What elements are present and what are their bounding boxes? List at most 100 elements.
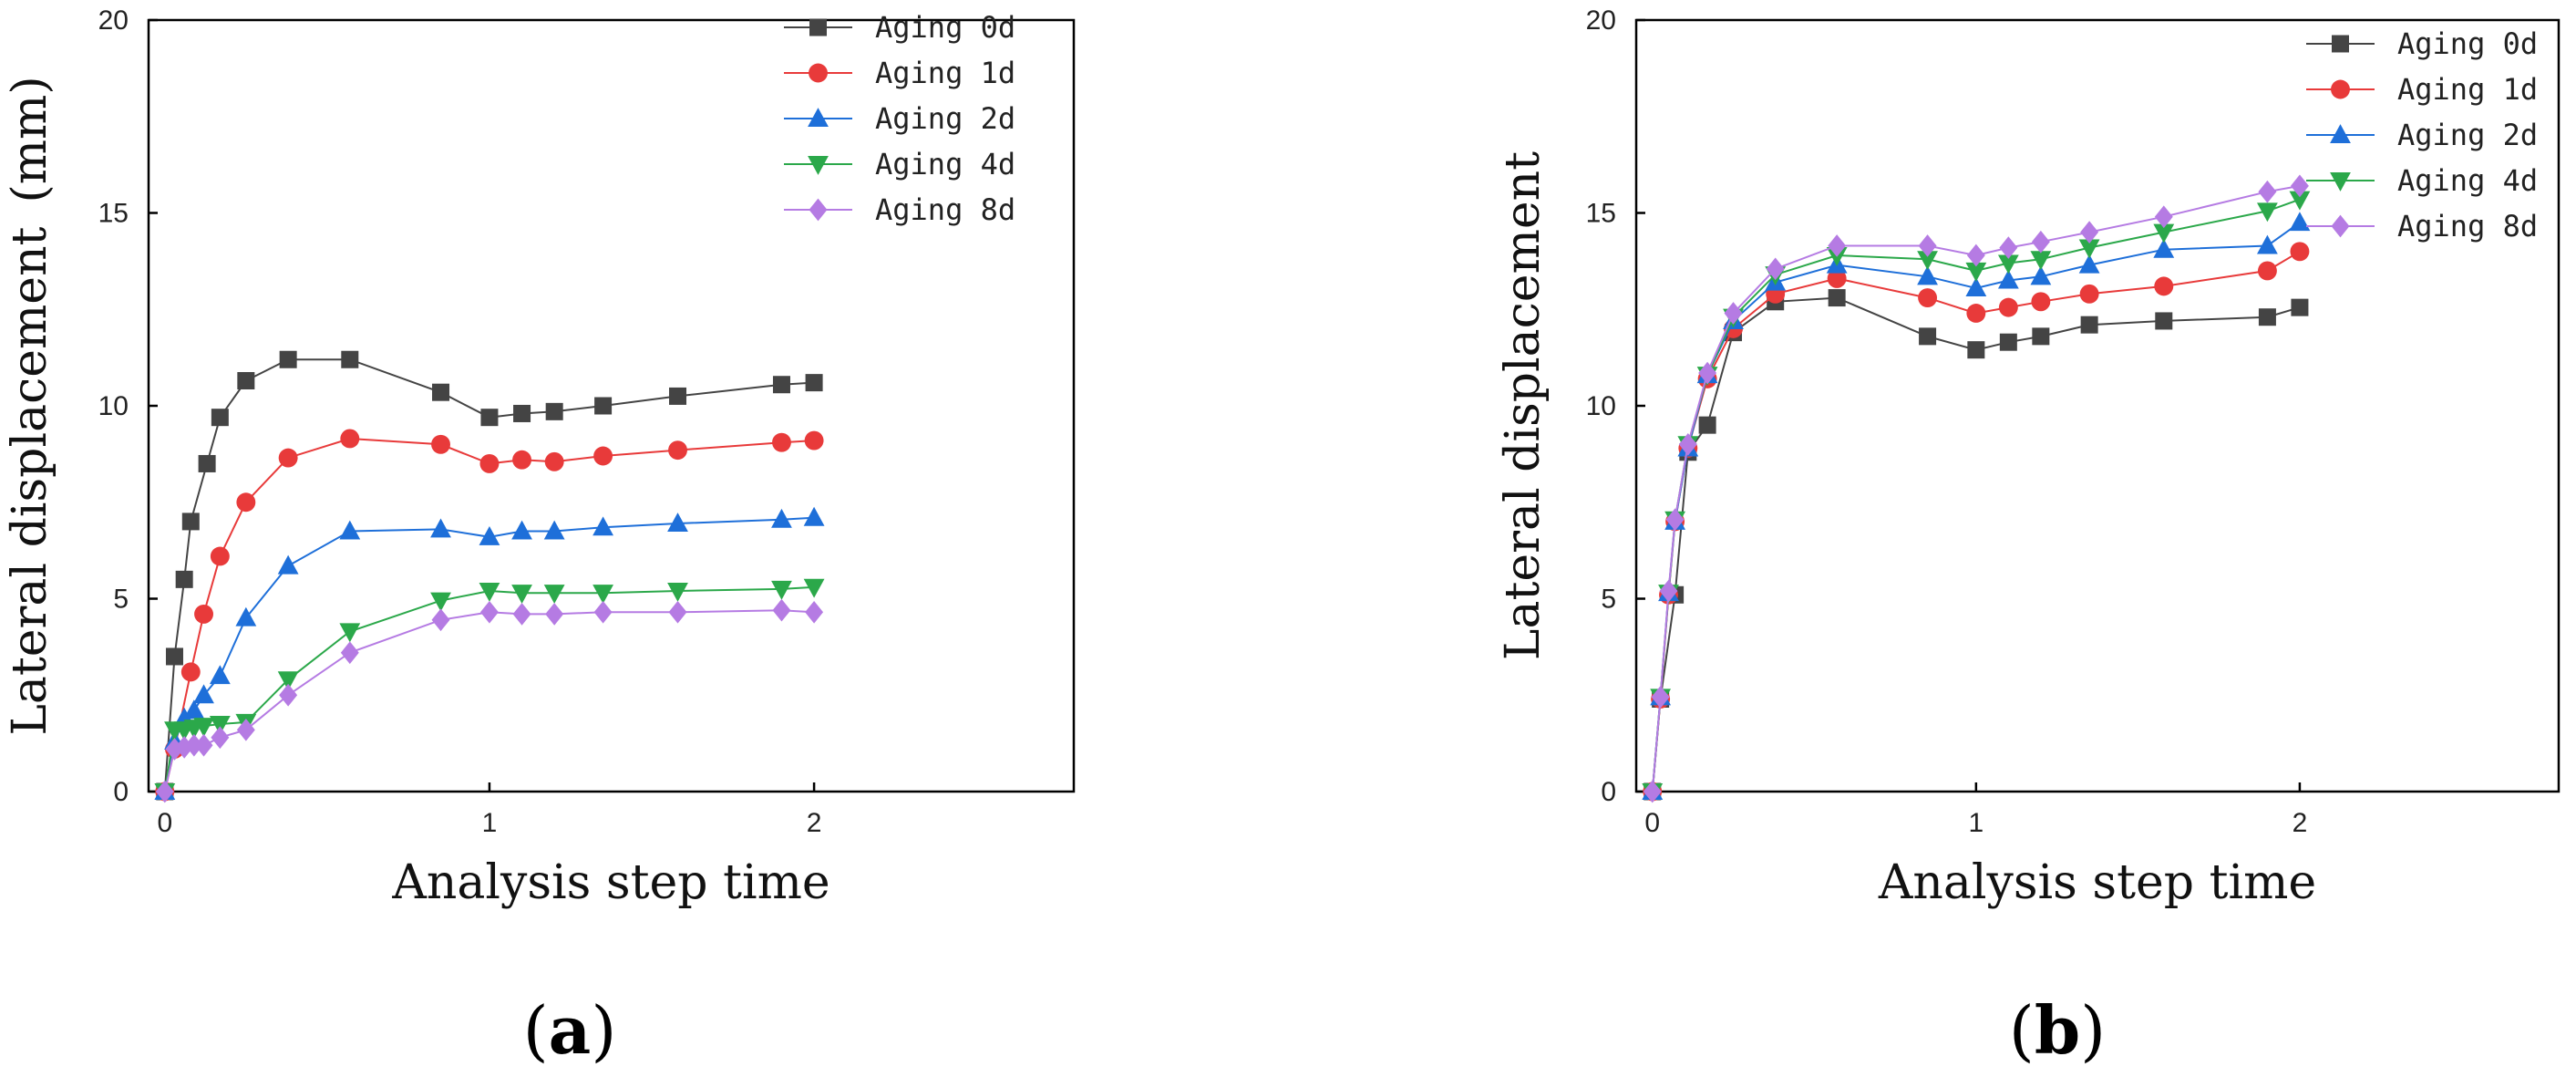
data-point (1678, 432, 1697, 456)
data-point (805, 374, 823, 392)
data-point (1997, 254, 2019, 274)
legend-entry: Aging 8d (2397, 209, 2538, 243)
data-point (543, 520, 565, 540)
data-point (805, 600, 824, 624)
legend-entry: Aging 2d (875, 101, 1015, 136)
data-point (2154, 205, 2173, 229)
data-point (543, 585, 565, 605)
data-point (772, 598, 791, 622)
data-point (1998, 297, 2018, 317)
legend-entry: Aging 1d (875, 56, 1015, 90)
y-tick-label: 20 (1586, 5, 1616, 36)
y-tick-label: 5 (113, 585, 129, 615)
data-point (237, 372, 255, 390)
data-point (279, 350, 297, 368)
series-line (1651, 296, 2301, 792)
data-point (2155, 312, 2173, 330)
y-tick-label: 15 (98, 199, 129, 229)
data-point (771, 508, 792, 528)
data-point (1828, 289, 1846, 307)
data-point (545, 603, 564, 626)
data-point (2154, 276, 2174, 296)
data-point (1966, 304, 1986, 323)
data-point (211, 726, 230, 750)
data-point (432, 383, 450, 401)
panel-a: 0 5 10 15 20 0 1 2 Analysis step time Lateral dis… (3, 5, 1076, 1069)
data-point (278, 448, 298, 468)
data-point (1918, 288, 1938, 308)
y-tick-label: 15 (1586, 199, 1616, 229)
data-point (1919, 327, 1937, 346)
data-point (193, 684, 214, 704)
data-point (1965, 262, 1987, 282)
data-point (479, 525, 500, 545)
y-tick-label: 0 (1601, 777, 1616, 807)
data-point (277, 671, 299, 691)
data-point (1766, 257, 1785, 281)
data-point (2079, 284, 2099, 304)
data-point (431, 608, 450, 632)
legend-marker (2332, 35, 2349, 53)
data-point (592, 585, 613, 605)
data-point (211, 409, 229, 427)
data-point (594, 397, 613, 415)
data-point (236, 718, 255, 741)
data-point (2291, 298, 2309, 316)
data-point (193, 718, 214, 737)
series-line (163, 437, 815, 792)
data-point (668, 600, 687, 624)
data-point (1698, 416, 1716, 434)
data-point (2030, 251, 2052, 271)
legend-marker (2330, 124, 2351, 144)
data-point (2031, 292, 2051, 312)
y-tick-label: 0 (113, 777, 129, 807)
data-point (1997, 269, 2019, 289)
data-point (184, 733, 203, 757)
panel-label-close: ) (591, 992, 616, 1069)
data-point (2290, 242, 2310, 262)
data-point (209, 715, 231, 735)
data-point (1643, 780, 1662, 803)
data-point (2080, 316, 2098, 334)
x-tick-label: 0 (157, 808, 172, 838)
data-point (180, 662, 201, 682)
series-aging-2d (1642, 212, 2311, 801)
data-point (771, 580, 792, 600)
panel-label-letter: a (549, 991, 592, 1069)
data-point (1917, 251, 1938, 271)
y-tick-label: 5 (1601, 585, 1616, 615)
data-point (430, 592, 451, 612)
data-point (431, 434, 450, 454)
legend-marker (809, 18, 827, 36)
data-point (209, 665, 231, 685)
legend: Aging 0d Aging 1d Aging 2d Aging 4d Aging 8d (784, 10, 1015, 227)
legend: Aging 0d Aging 1d Aging 2d Aging 4d Aging 8d (2306, 26, 2538, 243)
y-tick-label: 20 (98, 5, 129, 36)
data-point (479, 583, 500, 602)
legend-entry: Aging 0d (875, 10, 1015, 45)
data-point (512, 450, 532, 470)
data-point (667, 513, 688, 533)
series-aging-2d (154, 506, 825, 801)
data-point (772, 432, 791, 452)
panel-label: (b) (2009, 991, 2107, 1069)
legend-marker (2331, 79, 2350, 99)
legend-entry: Aging 4d (2397, 163, 2538, 198)
data-point (2078, 254, 2100, 274)
data-point (1917, 265, 1938, 285)
data-point (479, 454, 500, 473)
data-point (2289, 191, 2311, 211)
y-axis-title: Lateral displacement (mm) (3, 76, 57, 735)
data-point (511, 585, 532, 605)
data-point (1828, 234, 1847, 257)
data-point (668, 440, 687, 461)
legend-marker (809, 63, 828, 83)
series-aging-4d (154, 578, 825, 803)
data-point (592, 516, 613, 536)
legend-entry: Aging 8d (875, 192, 1015, 227)
data-point (2290, 174, 2309, 198)
data-point (1724, 302, 1743, 325)
legend-entry: Aging 0d (2397, 26, 2538, 61)
data-point (1651, 686, 1670, 709)
